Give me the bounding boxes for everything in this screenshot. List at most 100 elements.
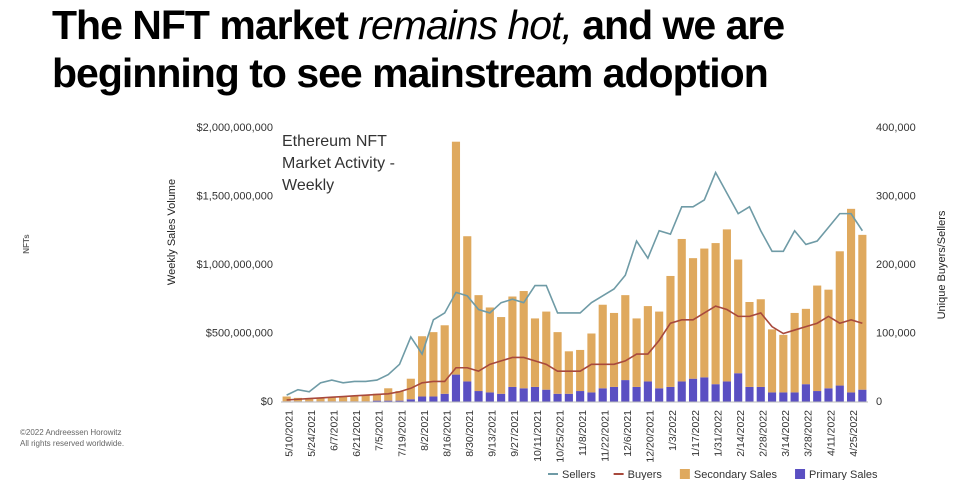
chart-title: Market Activity -	[282, 155, 395, 172]
y2-tick-label: 200,000	[876, 259, 916, 271]
bar	[801, 308, 810, 385]
bar	[508, 386, 517, 402]
bar	[587, 333, 596, 393]
x-tick-label: 5/24/2021	[306, 410, 318, 457]
bar	[497, 393, 506, 402]
y-tick-label: $1,500,000,000	[197, 190, 273, 202]
bar	[779, 334, 788, 393]
legend-label: Secondary Sales	[694, 469, 778, 480]
bar	[474, 295, 483, 392]
copyright: All rights reserved worldwide.	[20, 439, 124, 448]
title-line-2: beginning to see mainstream adoption	[52, 50, 768, 96]
bar	[655, 311, 664, 389]
bar	[643, 381, 652, 402]
x-tick-label: 7/5/2021	[374, 410, 386, 451]
x-tick-label: 1/31/2022	[712, 410, 724, 457]
x-tick-label: 1/17/2022	[690, 410, 702, 457]
bar	[824, 388, 833, 402]
bar	[395, 391, 404, 401]
bar	[598, 388, 607, 402]
x-tick-label: 12/20/2021	[645, 410, 657, 463]
x-tick-label: 6/7/2021	[329, 410, 341, 451]
bar	[372, 400, 382, 402]
legend-label: Sellers	[562, 469, 596, 480]
bar	[542, 311, 551, 390]
bar	[395, 400, 404, 402]
bar	[316, 397, 325, 402]
bar	[756, 299, 765, 387]
bar	[767, 392, 777, 402]
legend-swatch	[679, 469, 690, 479]
bar	[722, 381, 731, 402]
bar	[474, 391, 483, 402]
y2-tick-label: 300,000	[876, 190, 916, 202]
title-part: The NFT market	[52, 2, 358, 48]
y2-axis-label: Unique Buyers/Sellers	[936, 210, 948, 319]
bar	[519, 388, 528, 402]
bar	[485, 392, 494, 402]
bar	[847, 392, 856, 402]
bar	[722, 229, 731, 382]
bar	[508, 296, 517, 387]
chart-title: Ethereum NFT	[282, 133, 387, 150]
bar	[418, 396, 427, 402]
y-axis-label: Weekly Sales Volume	[166, 179, 178, 285]
bar	[542, 389, 551, 402]
bar	[767, 329, 777, 393]
bar	[688, 378, 698, 402]
bar	[485, 307, 494, 393]
bar	[700, 377, 709, 402]
bar	[666, 386, 675, 402]
y-tick-label: $1,000,000,000	[197, 259, 273, 271]
bar	[350, 395, 359, 402]
bar	[632, 386, 641, 402]
x-tick-label: 10/25/2021	[554, 410, 566, 463]
legend-label: Buyers	[628, 469, 663, 480]
bar	[451, 374, 461, 402]
chart-title: Weekly	[282, 177, 334, 194]
bar	[677, 381, 686, 402]
title-line-1: The NFT market remains hot, and we are	[52, 2, 784, 48]
bar	[440, 325, 449, 394]
bar	[576, 391, 585, 402]
bar	[609, 312, 619, 387]
bar	[451, 141, 461, 375]
y-tick-label: $500,000,000	[206, 327, 273, 339]
bar	[384, 400, 393, 402]
bar	[835, 251, 844, 386]
x-tick-label: 8/16/2021	[441, 410, 453, 457]
x-tick-label: 8/30/2021	[464, 410, 476, 457]
bar	[305, 398, 314, 402]
bar	[813, 391, 822, 402]
y-tick-label: $0	[261, 396, 273, 408]
line-series	[286, 170, 864, 396]
x-tick-label: 1/3/2022	[667, 410, 679, 451]
bar	[643, 306, 652, 382]
y2-tick-label: 400,000	[876, 122, 916, 134]
bar	[463, 381, 472, 402]
x-tick-label: 2/28/2022	[758, 410, 770, 457]
side-label: NFTs	[22, 234, 31, 254]
line-series	[286, 305, 863, 401]
bar	[824, 289, 833, 389]
legend-swatch	[795, 469, 806, 479]
bar	[677, 238, 686, 382]
title-part: and we are	[572, 2, 785, 48]
bar	[497, 317, 506, 394]
bar	[847, 208, 856, 393]
bar	[530, 318, 540, 387]
bar	[745, 301, 754, 387]
bar	[282, 396, 291, 402]
y2-tick-label: 100,000	[876, 327, 916, 339]
x-tick-label: 10/11/2021	[532, 410, 544, 462]
x-tick-label: 3/14/2022	[780, 410, 792, 457]
bar	[553, 393, 562, 402]
bar	[813, 285, 822, 392]
bar	[711, 384, 720, 402]
bar	[790, 312, 799, 393]
bar	[609, 386, 619, 402]
bar	[406, 399, 415, 402]
bar	[734, 373, 743, 402]
bar	[519, 291, 528, 389]
